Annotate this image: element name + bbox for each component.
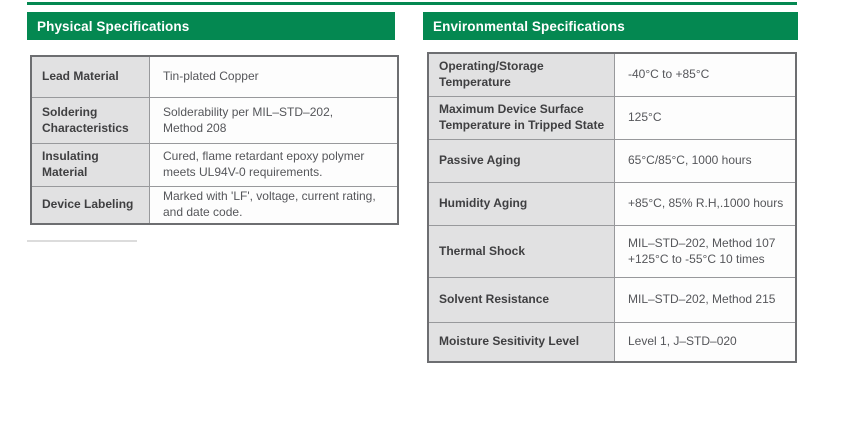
table-row-device-labeling: Device Labeling Marked with 'LF', voltag… [32, 186, 397, 223]
spec-label: Soldering Characteristics [32, 98, 150, 143]
spec-label: Moisture Sesitivity Level [429, 323, 615, 361]
spec-label: Insulating Material [32, 144, 150, 186]
spec-value: MIL–STD–202, Method 107 +125°C to -55°C … [628, 235, 776, 266]
spec-label: Thermal Shock [429, 226, 615, 277]
physical-specs-header-bar: Physical Specifications [27, 12, 395, 40]
spec-label: Lead Material [32, 57, 150, 97]
table-row-max-device-surface-temperature: Maximum Device Surface Temperature in Tr… [429, 96, 795, 139]
environmental-specs-table: Operating/Storage Temperature -40°C to +… [427, 52, 797, 363]
spec-label: Maximum Device Surface Temperature in Tr… [429, 97, 615, 139]
spec-value: Cured, flame retardant epoxy polymer mee… [163, 149, 365, 179]
faint-divider [27, 240, 137, 242]
spec-value: Tin-plated Copper [163, 69, 259, 84]
spec-value: Solderability per MIL–STD–202, Method 20… [163, 104, 334, 135]
table-row-insulating-material: Insulating Material Cured, flame retarda… [32, 143, 397, 186]
spec-value: -40°C to +85°C [628, 67, 710, 82]
environmental-specs-title: Environmental Specifications [433, 18, 625, 34]
spec-label: Passive Aging [429, 140, 615, 182]
spec-value: Marked with 'LF', voltage, current ratin… [163, 189, 376, 219]
table-row-operating-storage-temperature: Operating/Storage Temperature -40°C to +… [429, 54, 795, 96]
top-divider-rule [27, 2, 797, 5]
table-row-soldering-characteristics: Soldering Characteristics Solderability … [32, 97, 397, 143]
table-row-solvent-resistance: Solvent Resistance MIL–STD–202, Method 2… [429, 277, 795, 322]
table-row-moisture-sensitivity-level: Moisture Sesitivity Level Level 1, J–STD… [429, 322, 795, 361]
spec-value: 125°C [628, 110, 662, 125]
spec-label: Humidity Aging [429, 183, 615, 225]
table-row-passive-aging: Passive Aging 65°C/85°C, 1000 hours [429, 139, 795, 182]
table-row-thermal-shock: Thermal Shock MIL–STD–202, Method 107 +1… [429, 225, 795, 277]
spec-label: Operating/Storage Temperature [429, 54, 615, 96]
physical-specs-title: Physical Specifications [37, 18, 190, 34]
physical-specs-table: Lead Material Tin-plated Copper Solderin… [30, 55, 399, 225]
spec-value: 65°C/85°C, 1000 hours [628, 153, 752, 168]
spec-label: Solvent Resistance [429, 278, 615, 322]
table-row-lead-material: Lead Material Tin-plated Copper [32, 57, 397, 97]
spec-value: +85°C, 85% R.H,.1000 hours [628, 196, 784, 211]
spec-label: Device Labeling [32, 187, 150, 223]
table-row-humidity-aging: Humidity Aging +85°C, 85% R.H,.1000 hour… [429, 182, 795, 225]
spec-value: MIL–STD–202, Method 215 [628, 292, 776, 307]
environmental-specs-header-bar: Environmental Specifications [423, 12, 798, 40]
spec-value: Level 1, J–STD–020 [628, 334, 737, 349]
